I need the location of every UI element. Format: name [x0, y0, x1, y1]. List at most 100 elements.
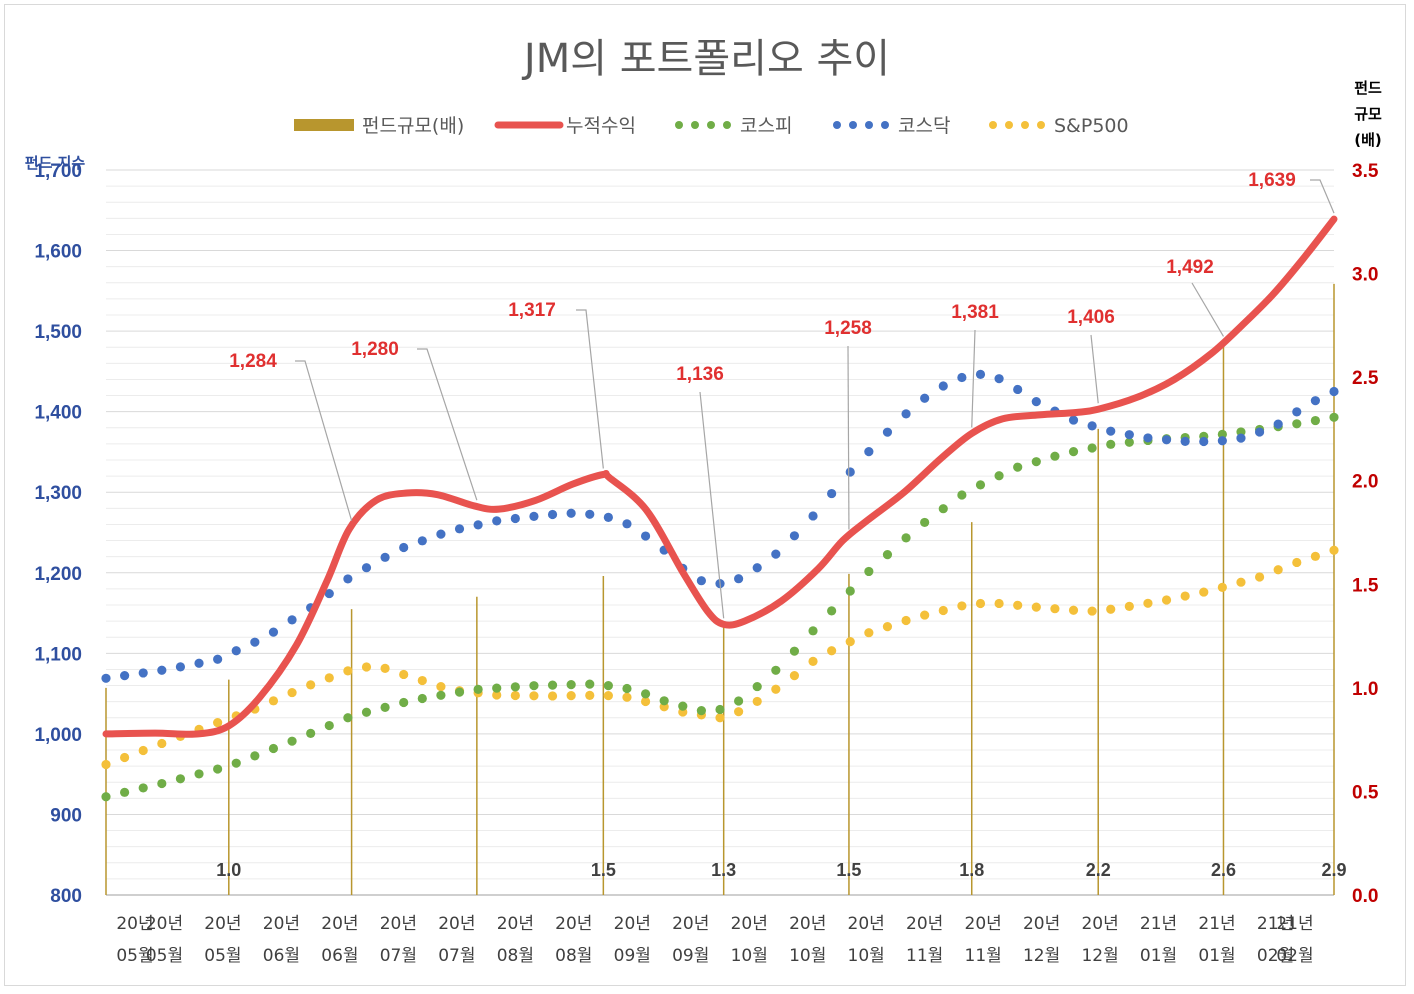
series-dot — [436, 690, 446, 700]
x-tick-month: 02월 — [1257, 946, 1294, 966]
series-dot — [1106, 604, 1116, 614]
series-dot — [454, 524, 465, 534]
series-dot — [1161, 435, 1172, 445]
legend-swatch-dot — [881, 121, 889, 129]
series-dot — [417, 536, 427, 546]
x-tick-year: 20년 — [497, 914, 534, 934]
series-dot — [864, 447, 874, 457]
series-dot — [287, 736, 297, 746]
x-tick-month: 05월 — [146, 946, 183, 966]
series-dot — [231, 758, 241, 768]
series-dot — [213, 718, 223, 728]
series-dot — [622, 683, 632, 694]
fund-size-label: 2.2 — [1086, 860, 1111, 880]
series-dot — [789, 531, 800, 541]
series-dot — [1217, 582, 1227, 592]
series-dot — [361, 707, 372, 717]
series-dot — [715, 713, 725, 723]
series-dot — [510, 690, 520, 701]
series-dot — [1310, 551, 1320, 561]
series-dot — [734, 696, 744, 706]
left-tick-label: 1,700 — [34, 161, 82, 182]
right-tick-label: 0.0 — [1352, 886, 1378, 907]
series-dot — [1273, 419, 1283, 429]
series-dot — [882, 550, 893, 560]
series-dot — [399, 697, 409, 708]
series-dot — [585, 690, 595, 700]
series-dot — [492, 683, 502, 693]
series-dot — [901, 615, 911, 626]
series-dot — [399, 542, 409, 553]
series-dot — [324, 720, 334, 731]
leader-line — [1310, 179, 1335, 214]
series-dot — [1068, 605, 1079, 615]
right-tick-label: 2.5 — [1352, 368, 1379, 389]
leader-line — [847, 345, 850, 530]
series-dot — [529, 681, 539, 691]
series-dot — [1180, 591, 1190, 601]
series-dot — [603, 690, 613, 701]
chart-title: JM의 포트폴리오 추이 — [521, 36, 890, 82]
series-dot — [343, 666, 353, 676]
series-dot — [1236, 433, 1246, 443]
series-dot — [882, 427, 893, 437]
legend: 펀드규모(배) 누적수익 코스피 코스닥 S&P500 — [294, 115, 1129, 137]
series-dot — [120, 671, 130, 681]
legend-swatch-dot — [675, 121, 683, 129]
x-tick-year: 21년 — [1276, 914, 1313, 934]
series-dot — [324, 588, 334, 599]
series-dot — [752, 696, 762, 707]
series-dot — [1050, 604, 1060, 614]
x-tick-year: 20년 — [555, 914, 592, 934]
right-tick-label: 2.0 — [1352, 472, 1378, 493]
series-dot — [938, 605, 948, 616]
series-dot — [157, 778, 167, 789]
x-tick-month: 05월 — [116, 946, 153, 966]
series-dot — [994, 598, 1004, 609]
series-dot — [268, 627, 279, 637]
series-dot — [1310, 415, 1320, 426]
series-dot — [1124, 430, 1134, 440]
series-dot — [1217, 436, 1227, 446]
series-dot — [603, 681, 613, 691]
fund-size-labels: 1.0 1.5 1.3 1.5 1.8 2.2 2.6 2.9 — [216, 860, 1346, 880]
series-dot — [138, 783, 148, 793]
series-dot — [1329, 412, 1339, 422]
series-dot — [231, 646, 241, 656]
x-tick-month: 08월 — [555, 946, 592, 966]
series-dot — [827, 488, 837, 499]
x-tick-month: 07월 — [380, 946, 417, 966]
cumulative-return-label: 1,639 — [1248, 170, 1296, 191]
series-dot — [622, 692, 632, 702]
x-tick-year: 20년 — [146, 914, 183, 934]
x-tick-year: 20년 — [614, 914, 651, 934]
x-tick-month: 09월 — [614, 946, 651, 966]
series-dot — [1273, 565, 1283, 575]
series-dot — [101, 792, 111, 802]
x-tick-month: 10월 — [789, 946, 826, 966]
leader-line — [1191, 282, 1224, 337]
legend-swatch-bar — [294, 119, 354, 131]
sp500-series — [101, 545, 1339, 770]
x-tick-month: 08월 — [497, 946, 534, 966]
series-dot — [1087, 421, 1097, 431]
right-axis-ticks: 0.0 0.5 1.0 1.5 2.0 2.5 3.0 3.5 — [1352, 161, 1379, 907]
data-labels: 1,284 1,280 1,317 1,136 1,258 1,381 1,406 1,492… — [229, 170, 1296, 385]
series-dot — [268, 696, 279, 706]
series-dot — [789, 646, 800, 656]
right-tick-label: 3.0 — [1352, 265, 1378, 286]
x-tick-month: 11월 — [965, 946, 1002, 966]
x-tick-year: 20년 — [789, 914, 826, 934]
fund-size-label: 1.3 — [711, 860, 736, 880]
series-dot — [1292, 419, 1302, 429]
x-tick-month: 06월 — [321, 946, 358, 966]
series-dot — [920, 393, 930, 403]
left-tick-label: 1,200 — [34, 564, 82, 585]
series-dot — [938, 504, 948, 514]
cumulative-return-label: 1,280 — [351, 339, 399, 360]
x-tick-year: 20년 — [438, 914, 475, 934]
leader-line — [1090, 334, 1099, 404]
series-dot — [827, 606, 837, 616]
series-dot — [771, 684, 781, 694]
leader-line — [971, 329, 976, 428]
